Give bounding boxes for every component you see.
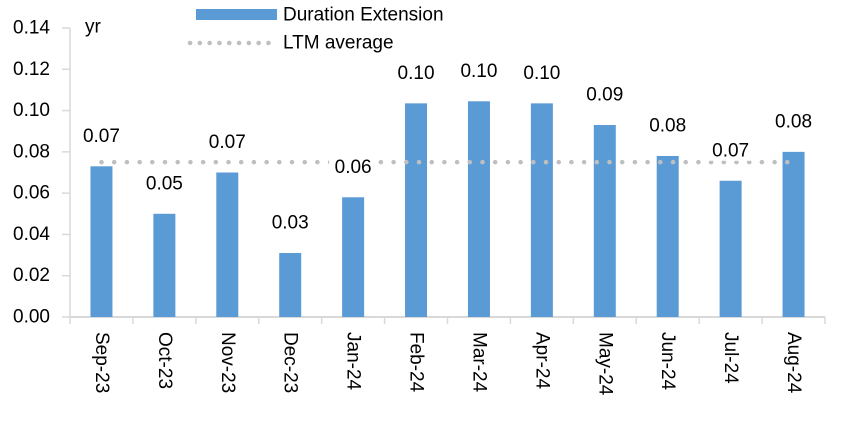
y-axis-tick-label: 0.10 <box>13 100 50 121</box>
y-axis-tick-label: 0.04 <box>13 224 50 245</box>
bar-may-24 <box>593 125 616 318</box>
x-axis-label: Feb-24 <box>406 332 427 393</box>
bar-value-label: 0.09 <box>586 85 623 106</box>
x-axis-label: Aug-24 <box>783 332 804 394</box>
bar-apr-24 <box>530 103 553 317</box>
bar-series <box>90 101 805 318</box>
y-axis-tick-label: 0.14 <box>13 18 50 39</box>
y-axis: 0.00 0.02 0.04 0.06 0.08 0.10 0.12 0.14 <box>13 18 70 328</box>
bar-label-backing <box>392 63 441 84</box>
bar-mar-24 <box>467 101 490 318</box>
bar-value-label: 0.08 <box>775 111 812 132</box>
x-axis-label: Apr-24 <box>531 332 552 389</box>
x-axis-label: Oct-23 <box>154 332 175 389</box>
bar-value-label: 0.10 <box>523 63 560 84</box>
bar-label-backing <box>643 115 692 136</box>
x-axis-label: Sep-23 <box>91 332 112 393</box>
bar-jul-24 <box>719 180 742 317</box>
bar-value-label: 0.08 <box>649 115 686 136</box>
x-axis-label: May-24 <box>594 332 615 396</box>
y-axis-tick-label: 0.08 <box>13 141 50 162</box>
bar-value-label: 0.10 <box>460 61 497 82</box>
bar-aug-24 <box>782 151 805 317</box>
x-axis-label: Nov-23 <box>217 332 238 393</box>
bar-label-backing <box>517 63 566 84</box>
bar-value-label: 0.07 <box>712 140 749 161</box>
bar-label-backing <box>266 213 315 234</box>
bar-label-backing <box>329 157 378 178</box>
y-axis-tick-label: 0.12 <box>13 59 50 80</box>
bar-label-backing <box>706 140 755 161</box>
bar-label-backing <box>77 126 126 147</box>
legend-label-duration-extension: Duration Extension <box>283 5 444 26</box>
bar-nov-23 <box>216 172 239 317</box>
x-axis-label: Mar-24 <box>468 332 489 393</box>
bar-jan-24 <box>342 197 365 317</box>
bar-label-backing <box>454 61 503 82</box>
y-axis-unit-label: yr <box>85 17 102 38</box>
x-axis-label: Jun-24 <box>657 332 678 391</box>
y-axis-tick-label: 0.06 <box>13 183 50 204</box>
y-axis-tick-label: 0.02 <box>13 265 50 286</box>
bar-value-label: 0.03 <box>272 213 309 234</box>
bar-label-backing <box>203 132 252 153</box>
bar-label-backing <box>769 111 818 132</box>
bar-jun-24 <box>656 155 679 317</box>
bar-value-label: 0.10 <box>398 63 435 84</box>
legend: Duration Extension LTM average <box>187 5 444 54</box>
bar-sep-23 <box>90 166 113 317</box>
axes <box>69 28 825 318</box>
bar-value-label: 0.07 <box>209 132 246 153</box>
y-axis-tick-label: 0.00 <box>13 307 50 328</box>
bar-data-labels: 0.07 0.05 0.07 0.03 0.06 0.10 0.10 0.10 0.09 0.08… <box>77 61 818 234</box>
legend-label-ltm-average: LTM average <box>283 33 394 54</box>
bar-label-backing <box>140 173 189 194</box>
bar-value-label: 0.07 <box>83 126 120 147</box>
x-axis-label: Jan-24 <box>343 332 364 391</box>
bar-value-label: 0.05 <box>146 173 183 194</box>
x-axis-label: Jul-24 <box>720 332 741 384</box>
bar-dec-23 <box>279 253 302 317</box>
bar-oct-23 <box>153 213 176 317</box>
x-axis-label: Dec-23 <box>280 332 301 393</box>
bar-label-backing <box>580 85 629 106</box>
x-axis: Sep-23 Oct-23 Nov-23 Dec-23 Jan-24 Feb-24 Mar-… <box>69 317 826 396</box>
bar-value-label: 0.06 <box>335 157 372 178</box>
bar-feb-24 <box>405 103 428 317</box>
legend-swatch-duration-extension <box>196 9 277 20</box>
